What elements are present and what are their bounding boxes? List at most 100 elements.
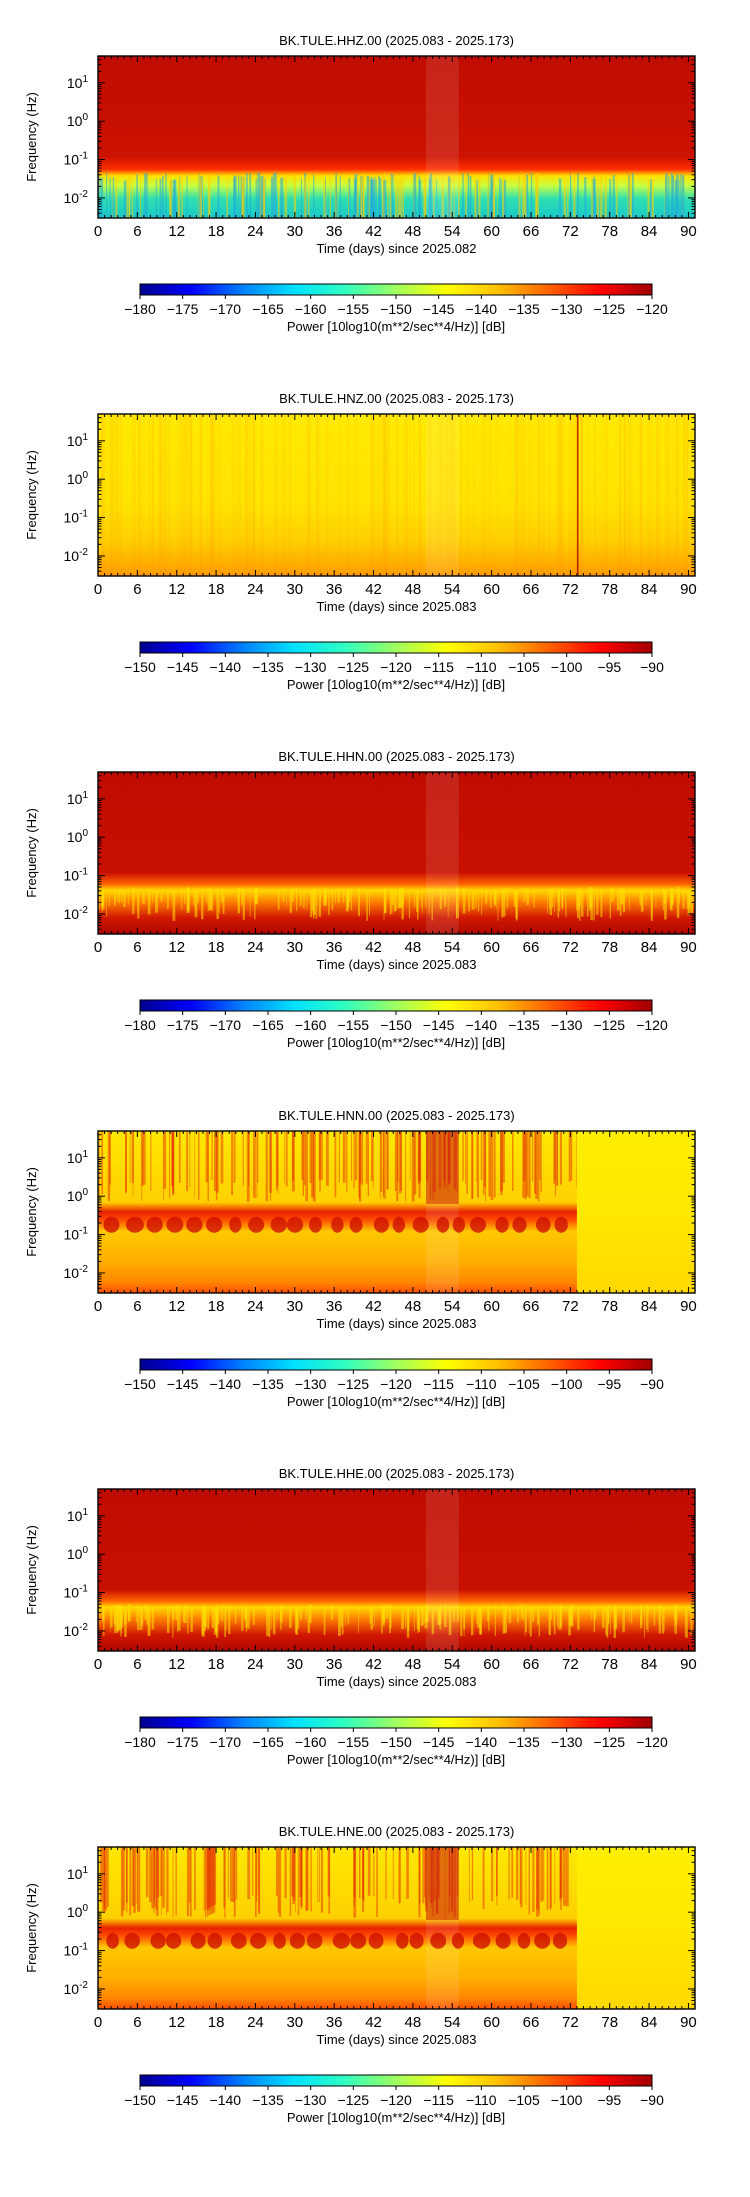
y-tick-label: 10-2	[64, 905, 89, 922]
x-tick-label: 24	[247, 223, 264, 240]
spectrogram-panel-6: BK.TULE.HNE.00 (2025.083 - 2025.173) 0 6 12…	[24, 1824, 697, 2125]
noise-band	[426, 772, 459, 934]
colorbar-tick-label: −105	[508, 659, 540, 675]
x-tick-label: 12	[168, 1656, 185, 1673]
colorbar-tick-label: −175	[167, 1734, 199, 1750]
x-tick-label: 30	[286, 581, 303, 598]
y-tick-label: 10-1	[64, 1942, 89, 1959]
y-tick-label: 101	[67, 432, 89, 449]
colorbar-tick-label: −155	[338, 1734, 370, 1750]
y-axis	[98, 1846, 695, 2010]
heatmap-base	[98, 1489, 695, 1651]
x-tick-label: 54	[444, 1656, 461, 1673]
colorbar-tick-label: −145	[167, 659, 199, 675]
colorbar-tick-label: −115	[423, 1376, 454, 1392]
x-tick-label: 42	[365, 2014, 382, 2031]
colorbar-tick-label: −90	[640, 659, 664, 675]
x-tick-label: 36	[326, 2014, 343, 2031]
colorbar-tick-label: −110	[466, 2092, 497, 2108]
colorbar-tick-label: −145	[167, 2092, 199, 2108]
spectrogram-panel-2: BK.TULE.HNZ.00 (2025.083 - 2025.173) 0 6 12…	[24, 391, 697, 692]
x-tick-label: 36	[326, 939, 343, 956]
colorbar-tick-label: −125	[338, 2092, 370, 2108]
x-tick-label: 12	[168, 223, 185, 240]
x-tick-label: 66	[523, 939, 540, 956]
x-tick-label: 84	[641, 939, 658, 956]
y-tick-label: 100	[67, 470, 89, 487]
colorbar-gradient	[139, 1358, 653, 1371]
x-tick-label: 30	[286, 223, 303, 240]
x-tick-label: 84	[641, 1656, 658, 1673]
y-tick-label: 100	[67, 112, 89, 129]
x-axis	[97, 1847, 696, 2009]
colorbar-tick-label: −140	[466, 301, 498, 317]
x-tick-label: 18	[208, 2014, 225, 2031]
x-tick-label: 72	[562, 2014, 579, 2031]
y-tick-label: 100	[67, 1903, 89, 1920]
colorbar-tick-label: −95	[597, 659, 621, 675]
colorbar-tick-label: −120	[380, 2092, 412, 2108]
colorbar-label: Power [10log10(m**2/sec**4/Hz)] [dB]	[287, 677, 505, 692]
x-tick-label: 90	[680, 1656, 697, 1673]
x-tick-label: 84	[641, 223, 658, 240]
x-axis	[97, 1489, 696, 1651]
colorbar-tick-label: −125	[594, 1734, 626, 1750]
colorbar-tick-label: −100	[551, 2092, 583, 2108]
colorbar-tick-label: −120	[380, 659, 412, 675]
x-tick-label: 90	[680, 223, 697, 240]
y-tick-label: 101	[67, 1507, 89, 1524]
colorbar-tick-label: −130	[551, 1017, 583, 1033]
colorbar-tick-label: −160	[295, 301, 327, 317]
heatmap-texture	[98, 172, 685, 218]
heatmap-image	[98, 1131, 695, 1293]
heatmap-image	[98, 1847, 695, 2009]
colorbar-tick-label: −120	[636, 301, 668, 317]
colorbar-label: Power [10log10(m**2/sec**4/Hz)] [dB]	[287, 2110, 505, 2125]
x-tick-label: 60	[483, 581, 500, 598]
colorbar-tick-label: −90	[640, 1376, 664, 1392]
y-tick-label: 101	[67, 1865, 89, 1882]
colorbar-tick-label: −130	[295, 2092, 327, 2108]
x-tick-label: 0	[94, 1656, 102, 1673]
x-tick-label: 48	[405, 581, 422, 598]
x-tick-label: 78	[601, 581, 618, 598]
x-tick-label: 18	[208, 1298, 225, 1315]
x-tick-label: 72	[562, 939, 579, 956]
heatmap-texture	[101, 414, 692, 576]
colorbar-tick-label: −145	[167, 1376, 199, 1392]
panel-title: BK.TULE.HNZ.00 (2025.083 - 2025.173)	[279, 391, 514, 406]
x-tick-label: 84	[641, 2014, 658, 2031]
colorbar-tick-label: −120	[636, 1734, 668, 1750]
colorbar-tick-label: −180	[124, 1017, 156, 1033]
x-axis-label: Time (days) since 2025.083	[317, 1674, 477, 1689]
colorbar-label: Power [10log10(m**2/sec**4/Hz)] [dB]	[287, 319, 505, 334]
x-tick-label: 54	[444, 1298, 461, 1315]
plot-frame	[97, 413, 696, 577]
plot-frame	[97, 1488, 696, 1652]
colorbar-tick-label: −145	[423, 1734, 455, 1750]
x-tick-label: 48	[405, 1656, 422, 1673]
x-axis-label: Time (days) since 2025.083	[317, 2032, 477, 2047]
colorbar-tick-label: −145	[423, 1017, 455, 1033]
colorbar-tick-label: −135	[508, 301, 540, 317]
colorbar: −150 −145 −140 −135 −130 −125 −120 −115 −110 −105…	[124, 1358, 664, 1409]
y-tick-label: 10-2	[64, 1622, 89, 1639]
colorbar-gradient	[139, 283, 653, 296]
x-tick-label: 24	[247, 1298, 264, 1315]
colorbar-tick-label: −110	[466, 659, 497, 675]
colorbar-tick-label: −125	[594, 301, 626, 317]
colorbar-tick-label: −150	[124, 659, 156, 675]
x-tick-label: 18	[208, 1656, 225, 1673]
x-tick-label: 42	[365, 581, 382, 598]
x-tick-label: 66	[523, 2014, 540, 2031]
x-tick-label: 48	[405, 1298, 422, 1315]
x-tick-label: 18	[208, 223, 225, 240]
y-tick-label: 100	[67, 1545, 89, 1562]
colorbar-tick-label: −125	[338, 1376, 370, 1392]
x-tick-label: 6	[133, 2014, 141, 2031]
x-tick-label: 42	[365, 1656, 382, 1673]
colorbar-tick-label: −125	[338, 659, 370, 675]
x-tick-label: 54	[444, 2014, 461, 2031]
x-tick-label: 66	[523, 581, 540, 598]
x-tick-label: 48	[405, 2014, 422, 2031]
